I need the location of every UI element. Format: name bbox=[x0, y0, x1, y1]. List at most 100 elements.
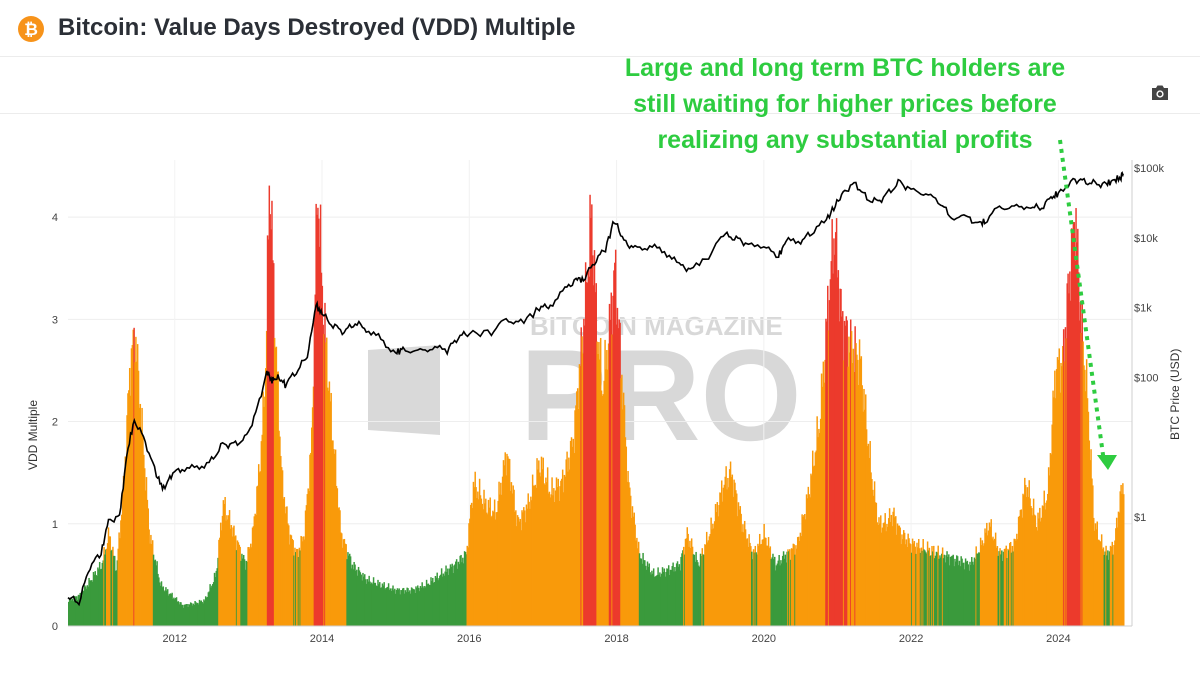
vdd-bar bbox=[1097, 539, 1099, 626]
vdd-bar bbox=[796, 537, 799, 626]
vdd-bar bbox=[319, 204, 322, 626]
vdd-bar bbox=[403, 593, 406, 626]
vdd-bar bbox=[590, 217, 592, 626]
vdd-bar bbox=[74, 596, 76, 626]
vdd-bar bbox=[119, 538, 121, 626]
vdd-bar bbox=[284, 513, 286, 626]
vdd-bar bbox=[480, 498, 483, 626]
vdd-bar bbox=[166, 589, 169, 626]
vdd-bar bbox=[732, 496, 734, 626]
vdd-bar bbox=[955, 561, 957, 626]
vdd-bar bbox=[573, 453, 575, 626]
vdd-bar bbox=[689, 540, 691, 626]
vdd-bar bbox=[594, 292, 597, 626]
vdd-bar bbox=[150, 534, 152, 626]
vdd-bar bbox=[687, 533, 689, 626]
vdd-bar bbox=[758, 533, 761, 626]
vdd-bar bbox=[739, 506, 742, 626]
vdd-bar bbox=[713, 528, 715, 626]
vdd-bar bbox=[134, 362, 136, 626]
vdd-bar bbox=[683, 554, 686, 626]
vdd-bar bbox=[264, 396, 266, 626]
vdd-bar bbox=[1037, 512, 1039, 626]
vdd-bar bbox=[873, 481, 876, 626]
vdd-bar bbox=[663, 568, 666, 626]
vdd-bar bbox=[736, 493, 738, 626]
vdd-bar bbox=[1091, 478, 1093, 626]
btc-price-line bbox=[67, 171, 1124, 607]
vdd-bar bbox=[106, 543, 109, 626]
vdd-bar bbox=[790, 548, 793, 626]
vdd-bar bbox=[175, 597, 178, 626]
vdd-bar bbox=[231, 536, 233, 626]
vdd-bar bbox=[803, 515, 805, 626]
vdd-bar bbox=[554, 490, 557, 626]
vdd-bar bbox=[742, 524, 744, 626]
vdd-bar bbox=[696, 559, 698, 626]
vdd-bar bbox=[989, 526, 992, 626]
vdd-bar bbox=[764, 537, 766, 626]
vdd-bar bbox=[312, 386, 315, 626]
vdd-bar bbox=[528, 501, 530, 626]
vdd-bar bbox=[1069, 271, 1071, 626]
vdd-bar bbox=[441, 576, 444, 626]
vdd-bar bbox=[748, 534, 750, 626]
vdd-bar bbox=[751, 559, 754, 626]
vdd-bar bbox=[838, 321, 840, 626]
vdd-bar bbox=[809, 497, 811, 626]
vdd-bar bbox=[92, 571, 95, 626]
vdd-bar bbox=[652, 568, 655, 626]
vdd-bar bbox=[493, 511, 495, 626]
vdd-bar bbox=[411, 588, 414, 626]
vdd-bar bbox=[318, 218, 320, 627]
camera-icon[interactable] bbox=[1150, 84, 1170, 102]
vdd-bar bbox=[893, 507, 895, 626]
vdd-bar bbox=[960, 556, 962, 626]
vdd-bar bbox=[564, 476, 567, 626]
vdd-bar bbox=[768, 548, 771, 626]
vdd-bar bbox=[862, 411, 864, 626]
vdd-bar bbox=[171, 592, 173, 626]
vdd-bar bbox=[357, 566, 360, 626]
vdd-bar bbox=[236, 540, 239, 626]
vdd-bar bbox=[676, 561, 679, 626]
vdd-bar bbox=[151, 544, 153, 626]
vdd-bar bbox=[825, 318, 827, 626]
vdd-bar bbox=[812, 466, 815, 626]
vdd-bar bbox=[280, 467, 283, 626]
vdd-bar bbox=[445, 565, 447, 626]
vdd-bar bbox=[585, 282, 588, 626]
vdd-bar bbox=[80, 592, 82, 626]
vdd-bar bbox=[897, 525, 900, 626]
x-axis-ticks: 2012 2014 2016 2018 2020 2022 2024 bbox=[163, 633, 1071, 645]
vdd-bar bbox=[239, 546, 241, 626]
vdd-bar bbox=[1054, 370, 1056, 626]
vdd-bar bbox=[666, 568, 668, 626]
vdd-bar bbox=[348, 555, 350, 626]
vdd-bar bbox=[214, 577, 217, 626]
vdd-bar bbox=[771, 557, 773, 626]
vdd-bar bbox=[347, 552, 349, 626]
vdd-bar bbox=[380, 587, 383, 626]
vdd-bar bbox=[815, 450, 818, 626]
vdd-bar bbox=[302, 541, 304, 626]
vdd-bar bbox=[641, 563, 643, 626]
vdd-bar bbox=[919, 552, 922, 626]
vdd-bar bbox=[143, 454, 145, 626]
vdd-bar bbox=[1024, 484, 1027, 626]
vdd-bar bbox=[697, 562, 699, 626]
vdd-bar bbox=[330, 392, 332, 626]
vdd-bar bbox=[310, 452, 312, 626]
vdd-bar bbox=[305, 505, 308, 626]
annotation-text: Large and long term BTC holders are stil… bbox=[590, 50, 1100, 158]
vdd-bar bbox=[333, 453, 336, 626]
vdd-bar bbox=[788, 551, 790, 626]
vdd-bar bbox=[497, 500, 499, 626]
vdd-bar bbox=[701, 548, 704, 626]
vdd-bar bbox=[366, 579, 369, 626]
vdd-bar bbox=[487, 499, 490, 626]
vdd-bar bbox=[135, 336, 137, 626]
vdd-bar bbox=[1081, 300, 1083, 626]
vdd-bar bbox=[544, 484, 546, 626]
vdd-bar bbox=[494, 519, 497, 626]
